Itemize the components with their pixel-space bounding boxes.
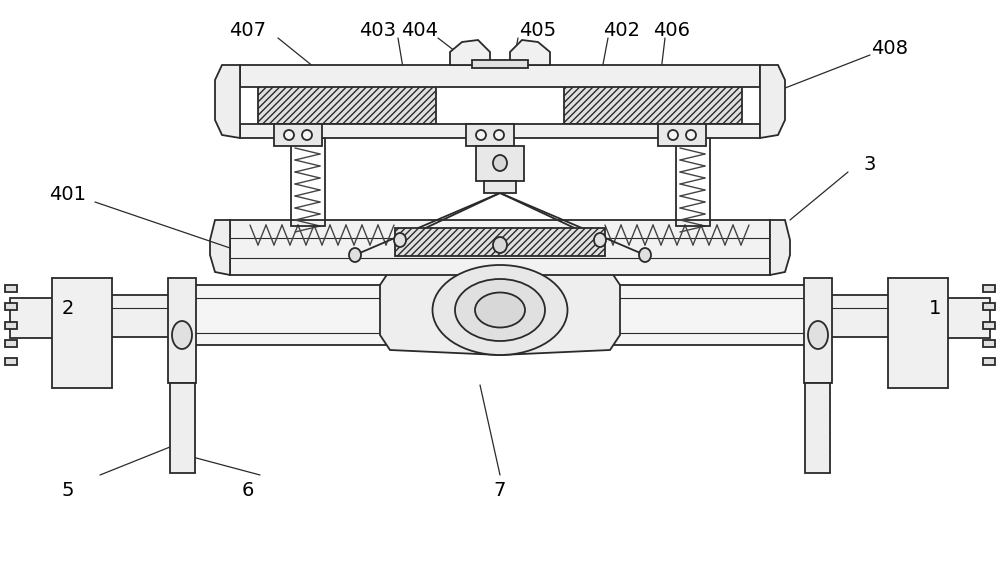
- Ellipse shape: [493, 155, 507, 171]
- Text: 7: 7: [494, 480, 506, 499]
- Ellipse shape: [284, 130, 294, 140]
- Text: 2: 2: [62, 298, 74, 318]
- Text: 406: 406: [654, 20, 690, 39]
- Bar: [983, 322, 995, 329]
- Ellipse shape: [476, 130, 486, 140]
- Bar: [805, 383, 830, 473]
- Bar: [564, 82, 742, 124]
- Ellipse shape: [494, 130, 504, 140]
- Ellipse shape: [594, 233, 606, 247]
- Bar: [274, 124, 322, 146]
- Bar: [983, 340, 995, 347]
- Ellipse shape: [639, 248, 651, 262]
- Bar: [258, 82, 436, 124]
- Ellipse shape: [172, 321, 192, 349]
- Ellipse shape: [432, 265, 568, 355]
- Text: 403: 403: [360, 20, 396, 39]
- Bar: [168, 278, 196, 383]
- Bar: [983, 358, 995, 365]
- Bar: [5, 285, 17, 292]
- Bar: [52, 278, 112, 388]
- Ellipse shape: [455, 279, 545, 341]
- Text: 3: 3: [864, 155, 876, 175]
- Bar: [5, 322, 17, 329]
- Bar: [983, 285, 995, 292]
- Bar: [680, 132, 705, 142]
- Text: 404: 404: [402, 20, 438, 39]
- Bar: [240, 65, 760, 87]
- Ellipse shape: [302, 130, 312, 140]
- Bar: [230, 220, 770, 275]
- Text: 5: 5: [62, 480, 74, 499]
- Polygon shape: [760, 65, 785, 138]
- Text: 401: 401: [50, 185, 87, 204]
- Bar: [295, 132, 320, 142]
- Bar: [5, 358, 17, 365]
- Bar: [472, 60, 528, 68]
- Text: 407: 407: [230, 20, 266, 39]
- Ellipse shape: [349, 248, 361, 262]
- Text: 1: 1: [929, 298, 941, 318]
- Bar: [676, 138, 710, 226]
- Text: 402: 402: [604, 20, 640, 39]
- Ellipse shape: [686, 130, 696, 140]
- Bar: [10, 298, 55, 338]
- Bar: [484, 181, 516, 193]
- Text: 408: 408: [872, 38, 908, 57]
- Ellipse shape: [394, 233, 406, 247]
- Bar: [888, 278, 948, 388]
- Bar: [240, 124, 760, 138]
- Bar: [945, 298, 990, 338]
- Bar: [825, 295, 905, 337]
- Ellipse shape: [475, 293, 525, 328]
- Bar: [5, 303, 17, 310]
- Bar: [175, 285, 825, 345]
- Bar: [170, 383, 195, 473]
- Text: 405: 405: [519, 20, 557, 39]
- Polygon shape: [210, 220, 230, 275]
- Bar: [658, 124, 706, 146]
- Bar: [395, 228, 605, 256]
- Ellipse shape: [808, 321, 828, 349]
- Bar: [466, 124, 514, 146]
- Ellipse shape: [493, 237, 507, 253]
- Ellipse shape: [668, 130, 678, 140]
- Bar: [983, 303, 995, 310]
- Bar: [5, 340, 17, 347]
- Bar: [95, 295, 175, 337]
- Polygon shape: [770, 220, 790, 275]
- Polygon shape: [380, 265, 620, 355]
- Polygon shape: [215, 65, 240, 138]
- Bar: [291, 138, 325, 226]
- Bar: [476, 146, 524, 181]
- Bar: [804, 278, 832, 383]
- Polygon shape: [450, 40, 550, 65]
- Text: 6: 6: [242, 480, 254, 499]
